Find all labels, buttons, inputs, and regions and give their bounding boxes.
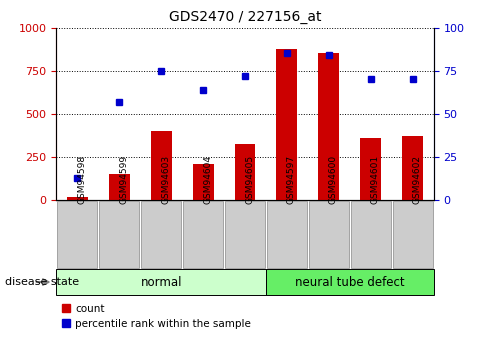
FancyBboxPatch shape [351, 201, 391, 268]
Bar [235, 144, 255, 200]
Text: GSM94602: GSM94602 [413, 155, 422, 204]
Legend: count, percentile rank within the sample: count, percentile rank within the sample [62, 304, 251, 329]
Text: GSM94601: GSM94601 [371, 155, 380, 204]
Bar [67, 197, 88, 200]
FancyBboxPatch shape [57, 201, 98, 268]
Bar [318, 53, 339, 200]
FancyBboxPatch shape [183, 201, 223, 268]
Bar [276, 49, 297, 200]
Bar [151, 131, 171, 200]
Bar [360, 138, 381, 200]
Bar [193, 164, 214, 200]
FancyBboxPatch shape [266, 269, 434, 295]
Text: GDS2470 / 227156_at: GDS2470 / 227156_at [169, 10, 321, 24]
FancyBboxPatch shape [141, 201, 181, 268]
Text: GSM94605: GSM94605 [245, 155, 254, 204]
FancyBboxPatch shape [267, 201, 307, 268]
Bar [109, 174, 130, 200]
FancyBboxPatch shape [56, 269, 266, 295]
Text: GSM94603: GSM94603 [161, 155, 170, 204]
Text: normal: normal [141, 276, 182, 288]
Text: GSM94597: GSM94597 [287, 155, 296, 204]
Text: GSM94598: GSM94598 [77, 155, 86, 204]
Text: GSM94604: GSM94604 [203, 155, 212, 204]
FancyBboxPatch shape [309, 201, 349, 268]
FancyBboxPatch shape [225, 201, 265, 268]
FancyBboxPatch shape [99, 201, 139, 268]
FancyBboxPatch shape [392, 201, 433, 268]
Bar [402, 136, 423, 200]
Text: GSM94600: GSM94600 [329, 155, 338, 204]
Text: GSM94599: GSM94599 [119, 155, 128, 204]
Text: neural tube defect: neural tube defect [295, 276, 405, 288]
Text: disease state: disease state [5, 277, 79, 287]
